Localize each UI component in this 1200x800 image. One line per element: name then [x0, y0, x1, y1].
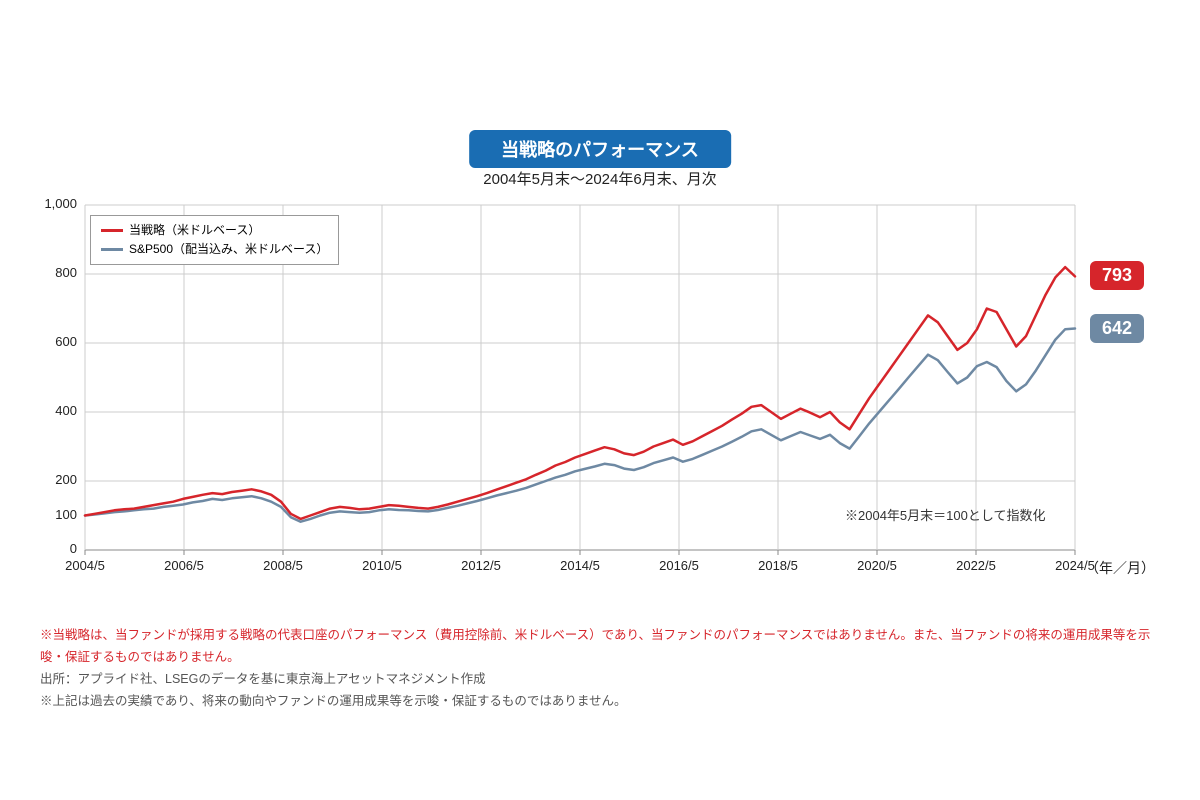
legend-swatch-icon [101, 248, 123, 251]
y-tick-label: 100 [27, 507, 77, 522]
x-tick-label: 2016/5 [651, 558, 707, 573]
end-value-badge-strategy: 793 [1090, 261, 1144, 290]
legend-label: S&P500（配当込み、米ドルベース） [129, 240, 328, 259]
x-tick-label: 2024/5 [1047, 558, 1103, 573]
y-tick-label: 400 [27, 403, 77, 418]
y-tick-label: 800 [27, 265, 77, 280]
footnotes: ※当戦略は、当ファンドが採用する戦略の代表口座のパフォーマンス（費用控除前、米ド… [40, 625, 1160, 713]
legend-item: 当戦略（米ドルベース） [101, 221, 328, 240]
legend-swatch-icon [101, 229, 123, 232]
x-tick-label: 2012/5 [453, 558, 509, 573]
chart-subtitle: 2004年5月末～2024年6月末、月次 [483, 168, 716, 189]
x-tick-label: 2014/5 [552, 558, 608, 573]
x-tick-label: 2018/5 [750, 558, 806, 573]
y-tick-label: 0 [27, 541, 77, 556]
x-tick-label: 2004/5 [57, 558, 113, 573]
x-tick-label: 2010/5 [354, 558, 410, 573]
x-tick-label: 2006/5 [156, 558, 212, 573]
y-tick-label: 600 [27, 334, 77, 349]
legend-label: 当戦略（米ドルベース） [129, 221, 260, 240]
x-tick-label: 2022/5 [948, 558, 1004, 573]
footnote-source: 出所：アプライド社、LSEGのデータを基に東京海上アセットマネジメント作成 [40, 669, 1160, 691]
x-tick-label: 2020/5 [849, 558, 905, 573]
footnote-disclaimer-red: ※当戦略は、当ファンドが採用する戦略の代表口座のパフォーマンス（費用控除前、米ド… [40, 625, 1160, 669]
chart-legend: 当戦略（米ドルベース） S&P500（配当込み、米ドルベース） [90, 215, 339, 265]
y-tick-label: 1,000 [27, 196, 77, 211]
end-value-badge-sp500: 642 [1090, 314, 1144, 343]
legend-item: S&P500（配当込み、米ドルベース） [101, 240, 328, 259]
footnote-disclaimer-gray: ※上記は過去の実績であり、将来の動向やファンドの運用成果等を示唆・保証するもので… [40, 691, 1160, 713]
chart-inline-note: ※2004年5月末＝100として指数化 [845, 505, 1045, 524]
x-tick-label: 2008/5 [255, 558, 311, 573]
chart-title-badge: 当戦略のパフォーマンス [469, 130, 731, 168]
y-tick-label: 200 [27, 472, 77, 487]
